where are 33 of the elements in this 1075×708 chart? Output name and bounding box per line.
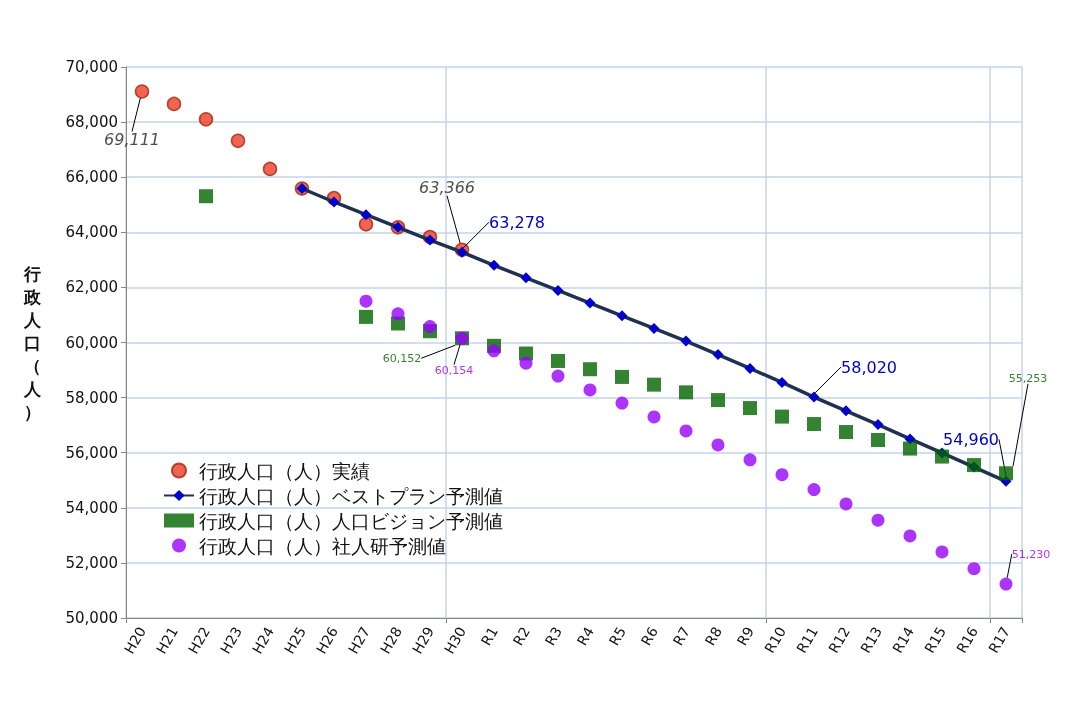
x-tick-label: R6 <box>637 623 661 649</box>
y-tick-label: 68,000 <box>65 113 118 132</box>
y-tick-label: 54,000 <box>65 498 118 517</box>
data-label: 54,960 <box>943 429 999 449</box>
y-tick-label: 58,000 <box>65 388 118 407</box>
y-tick-label: 56,000 <box>65 443 118 462</box>
x-tick-label: R5 <box>605 624 629 649</box>
data-label: 63,366 <box>419 178 475 198</box>
x-tick-label: R1 <box>477 624 501 649</box>
x-tick-label: R4 <box>573 623 597 649</box>
legend-label: 行政人口（人）社人研予測値 <box>199 534 446 557</box>
legend-label: 行政人口（人）実績 <box>199 459 370 482</box>
data-label: 60,152 <box>382 351 422 365</box>
y-tick-label: 66,000 <box>65 168 118 187</box>
legend-label: 行政人口（人）ベストプラン予測値 <box>199 484 503 507</box>
x-tick-label: R3 <box>541 624 565 649</box>
data-label: 58,020 <box>841 357 897 377</box>
data-label: 60,154 <box>434 363 474 377</box>
y-axis-title: 行政人口（人） <box>23 263 42 422</box>
x-tick-label: R2 <box>509 624 533 649</box>
x-tick-label: R8 <box>701 624 725 649</box>
data-label: 63,278 <box>489 212 545 232</box>
y-tick-label: 64,000 <box>65 223 118 242</box>
y-tick-label: 52,000 <box>65 553 118 572</box>
data-label: 55,253 <box>1008 371 1048 385</box>
x-tick-label: R7 <box>669 624 693 649</box>
y-tick-label: 60,000 <box>65 333 118 352</box>
legend-label: 行政人口（人）人口ビジョン予測値 <box>199 509 503 532</box>
data-label: 51,230 <box>1011 547 1051 561</box>
y-tick-label: 50,000 <box>65 609 118 627</box>
y-tick-label: 62,000 <box>65 278 118 297</box>
y-tick-label: 70,000 <box>65 58 118 76</box>
x-tick-label: R9 <box>733 624 757 649</box>
